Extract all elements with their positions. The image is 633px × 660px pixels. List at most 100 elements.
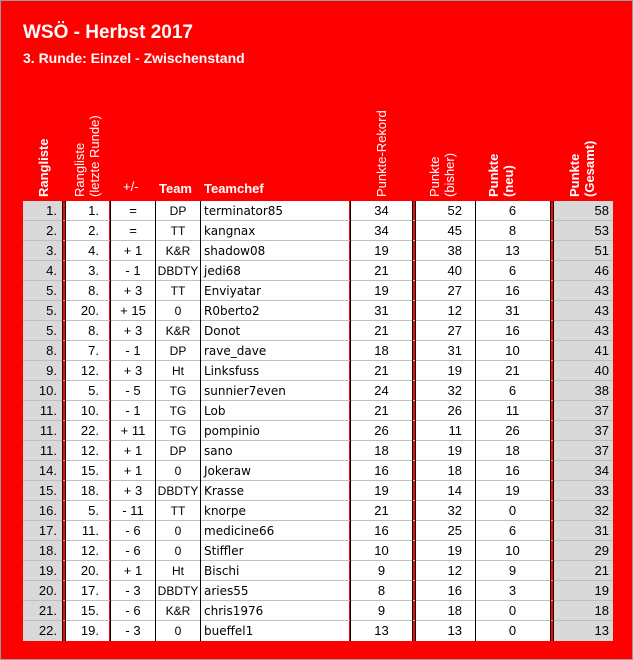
points-total-cell: 43 (554, 301, 613, 321)
last-round-rank-cell: 3. (66, 261, 109, 281)
rank-change-cell: + 1 (111, 461, 155, 481)
team-cell: K&R (155, 321, 201, 341)
teamchef-cell: bueffel1 (201, 621, 349, 641)
separator-line (200, 201, 201, 641)
points-previous-cell: 19 (416, 361, 475, 381)
points-record-cell: 26 (351, 421, 412, 441)
points-new-cell: 18 (475, 441, 550, 461)
last-round-rank-cell: 2. (66, 221, 109, 241)
points-record-cell: 34 (351, 201, 412, 221)
team-cell: TG (155, 381, 201, 401)
points-record-cell: 21 (351, 261, 412, 281)
last-round-rank-cell: 20. (66, 301, 109, 321)
team-cell: Ht (155, 361, 201, 381)
header-punkte-rekord: Punkte-Rekord (373, 110, 389, 197)
points-previous-cell: 19 (416, 541, 475, 561)
rank-change-cell: - 1 (111, 261, 155, 281)
row-divider (23, 420, 613, 421)
rank-cell: 21. (23, 601, 62, 621)
teamchef-cell: pompinio (201, 421, 349, 441)
teamchef-cell: Linksfuss (201, 361, 349, 381)
points-previous-cell: 27 (416, 281, 475, 301)
last-round-rank-cell: 12. (66, 441, 109, 461)
rank-change-cell: + 3 (111, 361, 155, 381)
team-cell: TT (155, 501, 201, 521)
points-total-cell: 43 (554, 321, 613, 341)
rank-cell: 2. (23, 221, 62, 241)
points-record-cell: 21 (351, 501, 412, 521)
teamchef-cell: shadow08 (201, 241, 349, 261)
team-cell: DBDTY (155, 481, 201, 501)
rank-change-cell: - 11 (111, 501, 155, 521)
table-row: 4. 3. - 1 DBDTY jedi68 21 40 6 46 (1, 261, 632, 281)
rank-cell: 11. (23, 441, 62, 461)
team-cell: TG (155, 401, 201, 421)
table-row: 11. 12. + 1 DP sano 18 19 18 37 (1, 441, 632, 461)
points-previous-cell: 14 (416, 481, 475, 501)
last-round-rank-cell: 5. (66, 501, 109, 521)
header-punkte-neu: Punkte (neu) (486, 153, 516, 197)
last-round-rank-cell: 17. (66, 581, 109, 601)
last-round-rank-cell: 4. (66, 241, 109, 261)
teamchef-cell: rave_dave (201, 341, 349, 361)
points-record-cell: 19 (351, 281, 412, 301)
teamchef-cell: knorpe (201, 501, 349, 521)
rank-change-cell: + 3 (111, 321, 155, 341)
separator-line (553, 201, 554, 641)
separator-line (62, 201, 63, 641)
points-new-cell: 6 (475, 201, 550, 221)
header-punkte-bisher: Punkte (bisher) (427, 152, 457, 197)
points-new-cell: 10 (475, 541, 550, 561)
teamchef-cell: medicine66 (201, 521, 349, 541)
points-total-cell: 43 (554, 281, 613, 301)
points-previous-cell: 16 (416, 581, 475, 601)
rank-cell: 22. (23, 621, 62, 641)
last-round-rank-cell: 1. (66, 201, 109, 221)
row-divider (23, 380, 613, 381)
rank-cell: 18. (23, 541, 62, 561)
points-total-cell: 37 (554, 441, 613, 461)
rank-change-cell: - 5 (111, 381, 155, 401)
table-row: 21. 15. - 6 K&R chris1976 9 18 0 18 (1, 601, 632, 621)
row-divider (23, 220, 613, 221)
points-new-cell: 16 (475, 461, 550, 481)
separator-line (475, 201, 476, 641)
points-total-cell: 46 (554, 261, 613, 281)
table-row: 11. 22. + 11 TG pompinio 26 11 26 37 (1, 421, 632, 441)
row-divider (23, 440, 613, 441)
table-row: 2. 2. = TT kangnax 34 45 8 53 (1, 221, 632, 241)
table-row: 10. 5. - 5 TG sunnier7even 24 32 6 38 (1, 381, 632, 401)
table-row: 11. 10. - 1 TG Lob 21 26 11 37 (1, 401, 632, 421)
table-row: 19. 20. + 1 Ht Bischi 9 12 9 21 (1, 561, 632, 581)
points-new-cell: 16 (475, 321, 550, 341)
team-cell: TG (155, 421, 201, 441)
header-team: Team (159, 181, 192, 196)
row-divider (23, 580, 613, 581)
page-subtitle: 3. Runde: Einzel - Zwischenstand (23, 50, 245, 66)
separator-line (415, 201, 416, 641)
points-record-cell: 21 (351, 321, 412, 341)
row-divider (23, 240, 613, 241)
rank-cell: 14. (23, 461, 62, 481)
points-new-cell: 0 (475, 501, 550, 521)
table-row: 5. 20. + 15 0 R0berto2 31 12 31 43 (1, 301, 632, 321)
rank-change-cell: - 3 (111, 621, 155, 641)
teamchef-cell: sano (201, 441, 349, 461)
team-cell: TT (155, 281, 201, 301)
points-total-cell: 33 (554, 481, 613, 501)
points-previous-cell: 31 (416, 341, 475, 361)
teamchef-cell: Stiffler (201, 541, 349, 561)
rank-cell: 10. (23, 381, 62, 401)
row-divider (23, 460, 613, 461)
points-record-cell: 9 (351, 601, 412, 621)
points-record-cell: 34 (351, 221, 412, 241)
team-cell: 0 (155, 461, 201, 481)
table-row: 3. 4. + 1 K&R shadow08 19 38 13 51 (1, 241, 632, 261)
points-record-cell: 19 (351, 481, 412, 501)
points-new-cell: 26 (475, 421, 550, 441)
points-previous-cell: 40 (416, 261, 475, 281)
standings-table: 1. 1. = DP terminator85 34 52 6 58 2. 2. = TT kangnax… (1, 201, 632, 641)
points-record-cell: 31 (351, 301, 412, 321)
team-cell: K&R (155, 601, 201, 621)
points-total-cell: 29 (554, 541, 613, 561)
